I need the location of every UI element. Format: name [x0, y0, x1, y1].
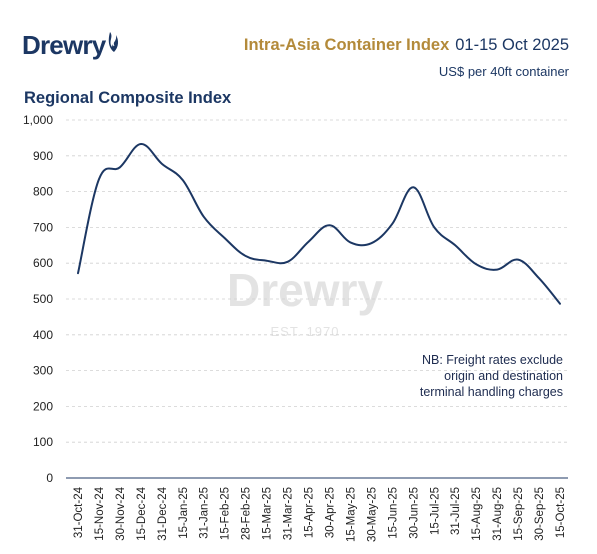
- x-tick-label: 15-Aug-25: [471, 487, 483, 541]
- date-range: 01-15 Oct 2025: [455, 36, 569, 54]
- y-tick-label: 1,000: [23, 113, 53, 127]
- series-layer: [77, 143, 561, 305]
- flame-icon: [109, 32, 119, 52]
- y-tick-label: 600: [33, 256, 53, 270]
- y-tick-label: 900: [33, 149, 53, 163]
- x-tick-label: 15-Jul-25: [429, 487, 441, 535]
- annotation-line: NB: Freight rates exclude: [422, 353, 563, 367]
- index-title: Intra-Asia Container Index 01-15 Oct 2025: [244, 36, 569, 55]
- x-tick-label: 30-Sep-25: [534, 487, 546, 541]
- annotation-line: origin and destination: [444, 369, 563, 383]
- series-line: [77, 143, 561, 305]
- x-tick-label: 31-Dec-24: [157, 486, 169, 540]
- x-axis: 31-Oct-24 15-Nov-24 30-Nov-24 15-Dec-24 31-D…: [73, 486, 567, 542]
- annotation: NB: Freight rates exclude origin and dest…: [420, 353, 563, 399]
- x-tick-label: 15-Dec-24: [136, 486, 148, 540]
- x-tick-label: 30-Apr-25: [324, 487, 336, 538]
- x-tick-label: 15-Jan-25: [178, 487, 190, 539]
- x-tick-label: 15-Mar-25: [262, 487, 274, 540]
- x-tick-label: 15-Sep-25: [513, 487, 525, 541]
- watermark: Drewry EST. 1970: [227, 264, 383, 339]
- chart-title: Regional Composite Index: [24, 89, 232, 107]
- y-tick-label: 0: [46, 471, 53, 485]
- units-label: US$ per 40ft container: [438, 64, 569, 79]
- x-tick-label: 31-Aug-25: [492, 487, 504, 541]
- y-tick-label: 400: [33, 328, 53, 342]
- x-tick-label: 28-Feb-25: [241, 487, 253, 540]
- x-tick-label: 30-May-25: [366, 487, 378, 542]
- drewry-logo: Drewry: [22, 30, 120, 60]
- x-tick-label: 15-Nov-24: [94, 486, 106, 540]
- x-tick-label: 15-Apr-25: [304, 487, 316, 538]
- watermark-est: EST. 1970: [271, 324, 340, 339]
- y-axis: 0 100 200 300 400 500 600 700 800 900 1,000: [23, 113, 53, 485]
- y-tick-label: 300: [33, 364, 53, 378]
- x-tick-label: 31-Jul-25: [450, 487, 462, 535]
- y-tick-label: 700: [33, 220, 53, 234]
- y-tick-label: 100: [33, 435, 53, 449]
- x-tick-label: 30-Nov-24: [115, 486, 127, 540]
- annotation-line: terminal handling charges: [420, 385, 563, 399]
- x-tick-label: 15-May-25: [345, 487, 357, 542]
- x-tick-label: 15-Feb-25: [220, 487, 232, 540]
- logo-text: Drewry: [22, 30, 106, 60]
- x-tick-label: 15-Oct-25: [555, 487, 567, 538]
- y-tick-label: 500: [33, 292, 53, 306]
- x-tick-label: 15-Jun-25: [387, 487, 399, 539]
- x-tick-label: 31-Mar-25: [283, 487, 295, 540]
- y-tick-label: 800: [33, 185, 53, 199]
- index-name: Intra-Asia Container Index: [243, 36, 450, 54]
- x-tick-label: 31-Oct-24: [73, 486, 85, 538]
- gridlines: [66, 119, 568, 479]
- watermark-text: Drewry: [227, 264, 383, 316]
- y-tick-label: 200: [33, 399, 53, 413]
- x-tick-label: 30-Jun-25: [408, 487, 420, 539]
- x-tick-label: 31-Jan-25: [199, 487, 211, 539]
